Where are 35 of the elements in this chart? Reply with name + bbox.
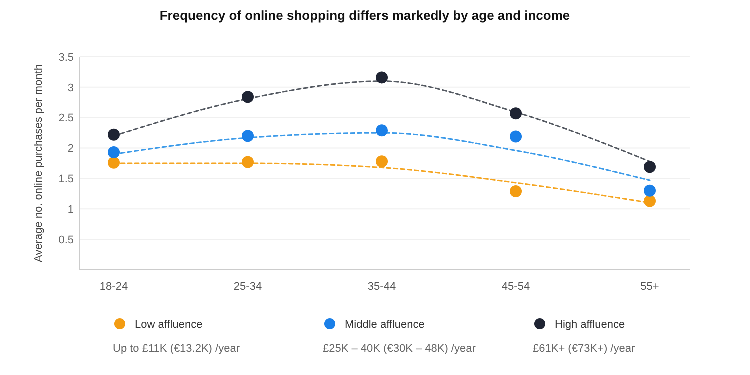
- y-tick-label: 3: [68, 82, 74, 94]
- point: [376, 124, 388, 137]
- point: [644, 161, 656, 174]
- legend-label: Low affluence: [135, 318, 203, 331]
- x-tick-label: 45-54: [502, 281, 530, 293]
- y-tick-label: 3.5: [58, 52, 74, 64]
- y-tick-label: 2: [68, 143, 74, 156]
- x-tick-label: 25-34: [234, 281, 262, 293]
- chart-title: Frequency of online shopping differs markedly by age and income: [160, 8, 570, 23]
- point: [242, 91, 254, 104]
- point: [108, 146, 120, 159]
- text: Up to £11K (€13.2K) /year: [113, 342, 240, 355]
- y-tick-label: 1: [68, 204, 74, 216]
- point: [108, 156, 120, 169]
- text: £25K – 40K (€30K – 48K) /year: [323, 342, 476, 355]
- text: £61K+ (€73K+) /year: [533, 342, 636, 355]
- legend-label: Middle affluence: [345, 318, 425, 331]
- x-tick-label: 35-44: [368, 281, 396, 293]
- point: [510, 108, 522, 120]
- point: [376, 156, 388, 168]
- point: [510, 130, 522, 143]
- y-tick-label: 2.5: [58, 112, 74, 125]
- point: [644, 195, 656, 208]
- point: [644, 184, 656, 197]
- x-tick-label: 18-24: [100, 281, 128, 293]
- point: [510, 185, 522, 198]
- point: [108, 128, 120, 141]
- y-axis-title: Average no. online purchases per month: [33, 64, 45, 262]
- y-tick-label: 1.5: [58, 174, 74, 186]
- point: [242, 156, 254, 168]
- point: [376, 72, 388, 84]
- legend-label: High affluence: [555, 318, 626, 331]
- y-tick-label: 0.5: [58, 234, 74, 246]
- x-tick-label: 55+: [640, 281, 660, 293]
- point: [242, 130, 254, 142]
